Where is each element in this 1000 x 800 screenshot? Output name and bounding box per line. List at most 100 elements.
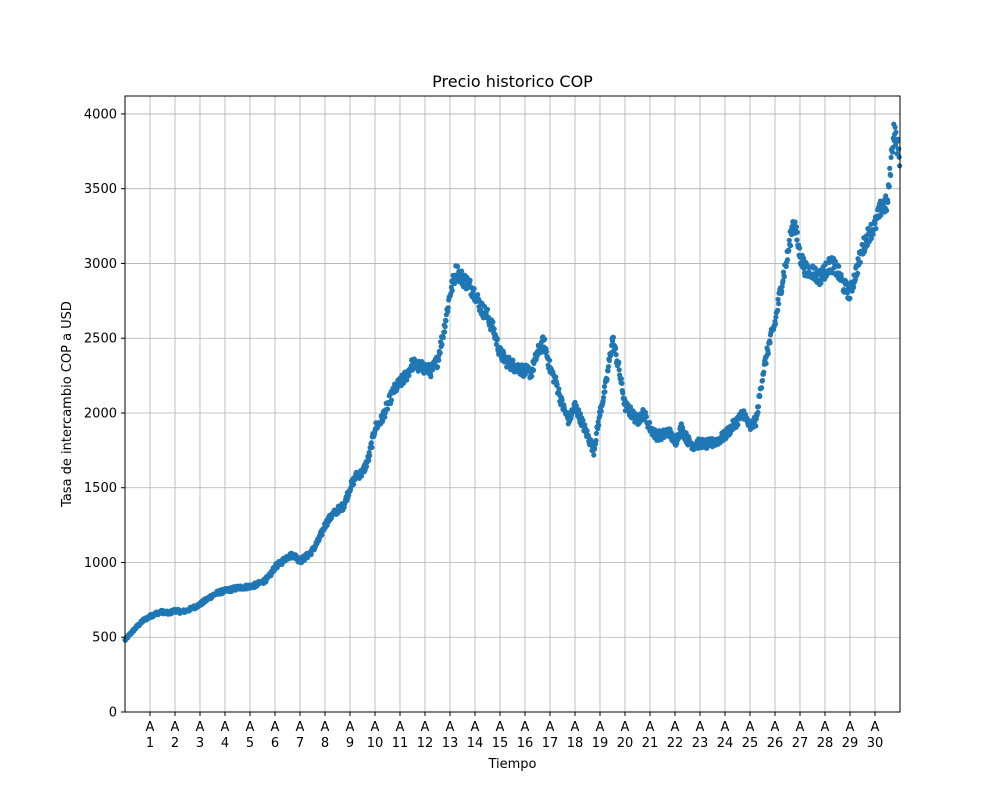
data-point xyxy=(761,369,767,375)
data-point xyxy=(893,129,899,135)
data-point xyxy=(616,367,622,373)
x-tick-label-line1: A xyxy=(371,720,380,735)
data-point xyxy=(580,417,586,423)
data-point xyxy=(576,407,582,413)
data-point xyxy=(610,334,617,340)
data-point xyxy=(773,314,779,320)
data-point xyxy=(794,229,800,235)
data-point xyxy=(604,376,610,382)
data-point xyxy=(490,319,496,325)
x-tick-label-line1: A xyxy=(571,720,580,735)
data-point xyxy=(366,457,372,463)
data-point xyxy=(896,146,902,152)
data-point xyxy=(643,414,650,420)
data-point xyxy=(786,237,792,243)
data-point xyxy=(369,444,375,451)
data-point xyxy=(449,287,455,294)
data-point xyxy=(592,446,598,452)
data-point xyxy=(779,288,785,294)
data-point xyxy=(582,422,588,428)
data-point xyxy=(792,219,798,225)
data-point xyxy=(873,226,879,232)
data-point xyxy=(818,280,824,286)
x-tick-label-line2: 9 xyxy=(346,736,354,751)
data-point xyxy=(647,419,653,426)
x-tick-label-line1: A xyxy=(721,720,730,735)
x-tick-label-line1: A xyxy=(821,720,830,735)
data-point xyxy=(475,292,481,298)
data-point xyxy=(351,481,357,487)
data-point xyxy=(763,360,769,367)
data-point xyxy=(598,408,604,414)
y-tick-label: 4000 xyxy=(84,107,117,122)
x-tick-label-line1: A xyxy=(521,720,530,735)
y-tick-label: 2000 xyxy=(84,406,117,421)
data-point xyxy=(601,394,607,401)
x-tick-label-line1: A xyxy=(871,720,880,735)
data-point xyxy=(384,406,391,412)
data-point xyxy=(832,258,838,264)
data-point xyxy=(797,245,803,251)
x-tick-label-line2: 18 xyxy=(567,736,584,751)
data-point xyxy=(442,329,448,335)
x-tick-label-line2: 20 xyxy=(617,736,634,751)
x-tick-label-line1: A xyxy=(271,720,280,735)
x-tick-label-line2: 2 xyxy=(171,736,179,751)
data-point xyxy=(836,263,842,269)
data-point xyxy=(775,296,781,302)
data-point xyxy=(556,386,562,392)
data-point xyxy=(857,259,863,265)
data-point xyxy=(368,440,374,446)
data-point xyxy=(784,257,791,263)
x-tick-label-line2: 13 xyxy=(442,736,459,751)
data-point xyxy=(559,397,565,403)
x-tick-label-line1: A xyxy=(746,720,755,735)
data-point xyxy=(767,340,773,346)
data-point xyxy=(346,492,352,498)
data-point xyxy=(851,284,857,290)
data-point xyxy=(786,248,792,254)
data-point xyxy=(868,235,875,242)
x-tick-label-line2: 1 xyxy=(146,736,154,751)
y-tick-label: 3500 xyxy=(84,182,117,197)
data-point xyxy=(847,295,853,301)
data-point xyxy=(888,154,894,160)
x-tick-label-line1: A xyxy=(646,720,655,735)
x-tick-label-line2: 28 xyxy=(817,736,834,751)
x-tick-label-line1: A xyxy=(771,720,780,735)
y-tick-label: 500 xyxy=(92,631,117,646)
x-tick-label-line2: 14 xyxy=(467,736,484,751)
data-point xyxy=(775,307,781,313)
x-tick-label-line1: A xyxy=(246,720,255,735)
x-tick-label-line2: 19 xyxy=(592,736,609,751)
x-axis-label: Tiempo xyxy=(487,757,536,772)
x-tick-label-line1: A xyxy=(196,720,205,735)
data-point xyxy=(613,352,619,358)
data-point xyxy=(442,324,448,330)
data-point xyxy=(554,381,560,387)
data-point xyxy=(591,452,597,458)
x-tick-label-line1: A xyxy=(446,720,455,735)
data-point xyxy=(363,463,370,470)
data-point xyxy=(755,409,761,415)
x-tick-label-line1: A xyxy=(146,720,155,735)
data-point xyxy=(510,357,516,363)
data-point xyxy=(776,301,782,307)
data-points xyxy=(122,121,903,643)
y-tick-label: 3000 xyxy=(84,257,117,272)
data-point xyxy=(584,428,590,434)
data-point xyxy=(543,349,550,355)
data-point xyxy=(367,453,373,459)
x-tick-label-line2: 26 xyxy=(767,736,784,751)
data-point xyxy=(319,532,325,538)
data-point xyxy=(573,403,579,409)
data-point xyxy=(605,368,611,374)
axes-frame xyxy=(124,95,901,713)
x-tick-label-line1: A xyxy=(671,720,680,735)
data-point xyxy=(491,326,497,332)
data-point xyxy=(872,220,878,227)
x-tick-label-line2: 25 xyxy=(742,736,759,751)
data-point xyxy=(494,336,500,342)
data-point xyxy=(493,341,499,347)
